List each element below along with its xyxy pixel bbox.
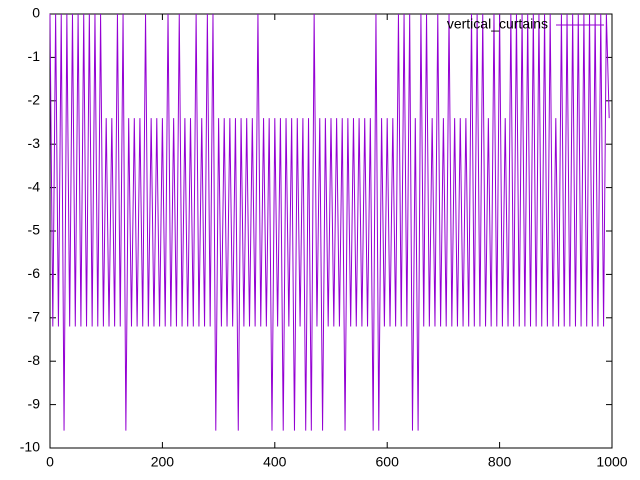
- y-tick-label: -8: [28, 352, 41, 368]
- x-tick-label: 0: [46, 454, 54, 470]
- y-tick-label: -9: [28, 395, 41, 411]
- x-tick-label: 800: [488, 454, 512, 470]
- y-tick-label: -3: [28, 135, 41, 151]
- y-tick-label: -5: [28, 222, 41, 238]
- x-tick-label: 400: [263, 454, 287, 470]
- y-tick-label: -1: [28, 48, 41, 64]
- x-tick-label: 1000: [596, 454, 627, 470]
- data-line: [49, 13, 610, 431]
- legend-label: vertical_curtains: [447, 16, 548, 32]
- x-tick-label: 600: [376, 454, 400, 470]
- y-tick-label: -7: [28, 309, 41, 325]
- y-tick-label: -10: [20, 439, 40, 455]
- y-tick-label: -6: [28, 265, 41, 281]
- y-tick-label: -2: [28, 92, 41, 108]
- x-tick-label: 200: [151, 454, 175, 470]
- y-tick-label: 0: [32, 5, 40, 21]
- plot-border: [49, 13, 613, 449]
- y-tick-label: -4: [28, 178, 41, 194]
